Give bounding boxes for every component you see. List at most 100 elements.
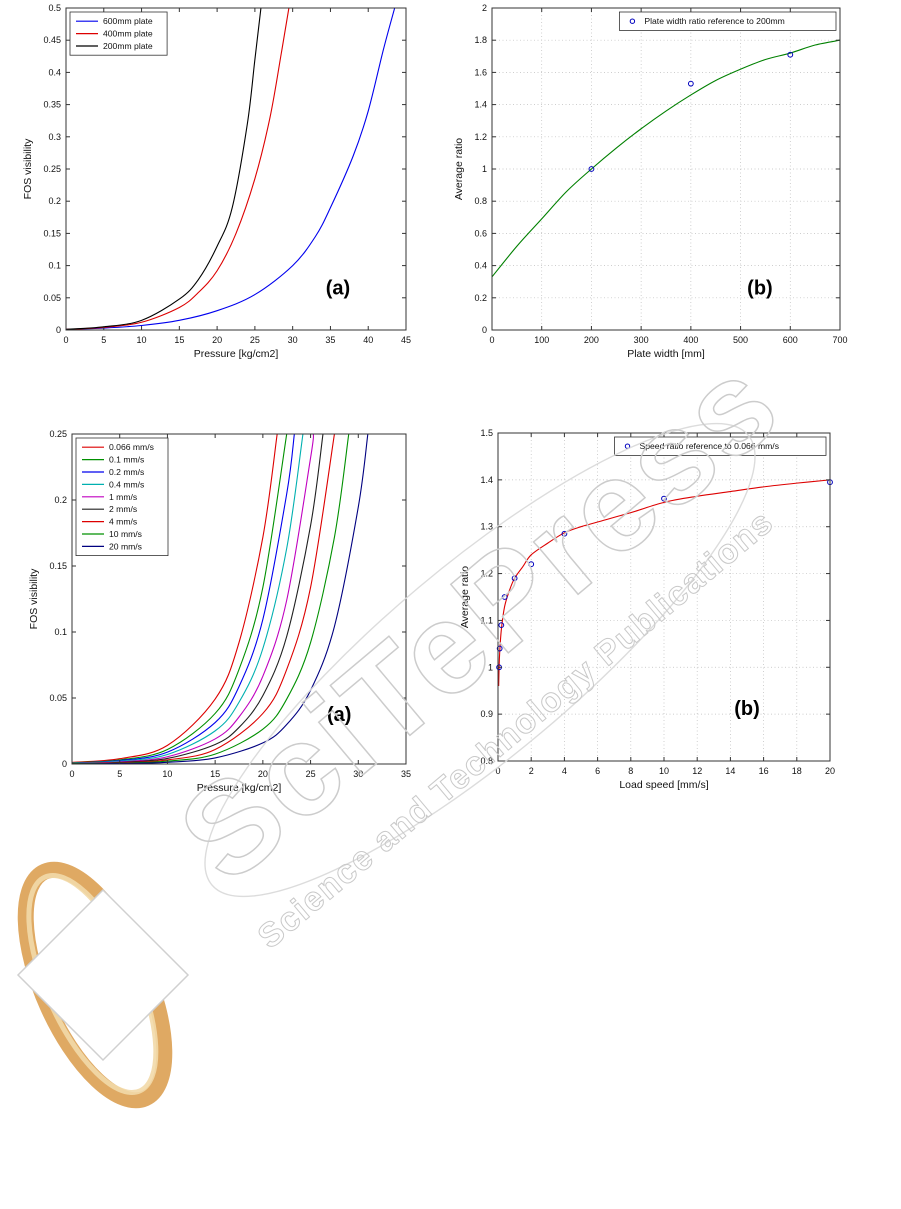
x-tick-label: 300: [634, 335, 649, 345]
y-tick-label: 0.4: [48, 67, 61, 77]
y-tick-label: 1: [488, 662, 493, 672]
y-axis-label: Average ratio: [459, 566, 471, 628]
y-tick-label: 0.8: [480, 756, 493, 766]
x-tick-label: 10: [659, 766, 669, 776]
x-tick-label: 30: [288, 335, 298, 345]
x-tick-label: 20: [212, 335, 222, 345]
y-tick-label: 0.8: [474, 196, 487, 206]
x-tick-label: 600: [783, 335, 798, 345]
legend-entry-label: 1 mm/s: [109, 492, 137, 502]
x-tick-label: 20: [258, 769, 268, 779]
data-point-marker: [501, 594, 508, 600]
x-tick-label: 35: [325, 335, 335, 345]
legend-entry-label: 0.066 mm/s: [109, 442, 154, 452]
legend-entry-label: 600mm plate: [103, 16, 153, 26]
legend-entry-label: Speed ratio reference to 0.066 mm/s: [640, 441, 780, 451]
x-tick-label: 15: [210, 769, 220, 779]
y-tick-label: 0.25: [49, 429, 67, 439]
y-tick-label: 0.25: [43, 164, 61, 174]
x-axis-label: Pressure [kg/cm2]: [194, 348, 279, 360]
subfigure-label: (a): [326, 278, 350, 300]
x-tick-label: 5: [101, 335, 106, 345]
series-line-600mm-plate: [66, 8, 396, 330]
y-tick-label: 0.35: [43, 100, 61, 110]
y-tick-label: 1.3: [480, 522, 493, 532]
legend-entry-label: 10 mm/s: [109, 529, 142, 539]
y-tick-label: 0: [56, 325, 61, 335]
series-line-200mm-plate: [66, 8, 262, 330]
y-tick-label: 0: [482, 325, 487, 335]
y-tick-label: 1.4: [474, 100, 487, 110]
y-tick-label: 1: [482, 164, 487, 174]
y-tick-label: 0.6: [474, 228, 487, 238]
x-tick-label: 10: [162, 769, 172, 779]
x-tick-label: 0: [489, 335, 494, 345]
x-tick-label: 12: [692, 766, 702, 776]
legend-entry-label: 0.2 mm/s: [109, 467, 144, 477]
x-tick-label: 10: [137, 335, 147, 345]
y-tick-label: 0.2: [54, 495, 67, 505]
y-tick-label: 1.1: [480, 615, 493, 625]
logo-diamond: [16, 888, 190, 1062]
figure-bottom-left-fos-vs-pressure-speeds: 0 5 10 15 20 25 30 35 0 0.05 0.1 0.15 0.2 0.25 Pressur…: [8, 424, 438, 799]
x-tick-label: 25: [250, 335, 260, 345]
legend-entry-label: 4 mm/s: [109, 517, 137, 527]
y-axis-label: FOS visibility: [22, 138, 34, 199]
x-tick-label: 0: [69, 769, 74, 779]
y-tick-label: 0.3: [48, 132, 61, 142]
legend-entry-label: 0.4 mm/s: [109, 479, 144, 489]
data-point-marker: [588, 166, 595, 172]
figure-top-left-fos-vs-pressure: 0 5 10 15 20 25 30 35 40 45 0 0.05 0.1 0.15 0.2 0.25 0.3…: [8, 0, 438, 385]
y-tick-label: 1.4: [480, 475, 493, 485]
x-tick-label: 8: [628, 766, 633, 776]
logo-ellipse-ring: [17, 861, 173, 1109]
y-tick-label: 1.2: [474, 132, 487, 142]
x-tick-label: 16: [759, 766, 769, 776]
x-tick-label: 25: [306, 769, 316, 779]
x-axis-label: Plate width [mm]: [627, 348, 705, 360]
y-tick-label: 1.8: [474, 35, 487, 45]
y-axis-label: FOS visibility: [28, 568, 40, 629]
legend-box: [618, 11, 837, 31]
y-tick-label: 0.15: [49, 561, 67, 571]
legend-entry-label: 2 mm/s: [109, 504, 137, 514]
y-tick-label: 1.2: [480, 569, 493, 579]
y-tick-label: 0.05: [49, 693, 67, 703]
x-tick-label: 500: [733, 335, 748, 345]
y-tick-label: 0.1: [54, 627, 67, 637]
x-tick-label: 100: [534, 335, 549, 345]
y-tick-label: 0.15: [43, 228, 61, 238]
legend-entry-label: 0.1 mm/s: [109, 455, 144, 465]
x-tick-label: 6: [595, 766, 600, 776]
legend-entry-label: 20 mm/s: [109, 541, 142, 551]
series-line-400mm-plate: [66, 8, 290, 330]
y-tick-label: 0.2: [474, 293, 487, 303]
data-point-marker: [687, 80, 694, 87]
x-tick-label: 20: [825, 766, 835, 776]
y-tick-label: 0.2: [48, 196, 61, 206]
figure-top-right-ratio-vs-plate-width: 0 100 200 300 400 500 600 700 0 0.2 0.4 0.6 0.8 1 1.2 1…: [450, 0, 901, 385]
x-tick-label: 30: [353, 769, 363, 779]
series-line-fitted-curve: [492, 39, 840, 278]
x-tick-label: 14: [725, 766, 735, 776]
y-tick-label: 0.5: [48, 3, 61, 13]
series-group: [66, 8, 396, 330]
x-tick-label: 15: [174, 335, 184, 345]
y-tick-label: 2: [482, 3, 487, 13]
y-tick-label: 1.5: [480, 428, 493, 438]
y-tick-label: 0.45: [43, 35, 61, 45]
x-tick-label: 45: [401, 335, 411, 345]
y-tick-label: 0.4: [474, 261, 487, 271]
x-tick-label: 200: [584, 335, 599, 345]
x-tick-label: 0: [495, 766, 500, 776]
subfigure-label: (b): [747, 278, 773, 300]
axes-box: [65, 7, 407, 331]
publisher-logo: [16, 861, 190, 1109]
x-axis-label: Load speed [mm/s]: [619, 779, 708, 791]
x-tick-label: 700: [832, 335, 847, 345]
x-tick-label: 2: [529, 766, 534, 776]
logo-ellipse-highlight: [26, 872, 159, 1095]
x-tick-label: 35: [401, 769, 411, 779]
x-tick-label: 400: [683, 335, 698, 345]
